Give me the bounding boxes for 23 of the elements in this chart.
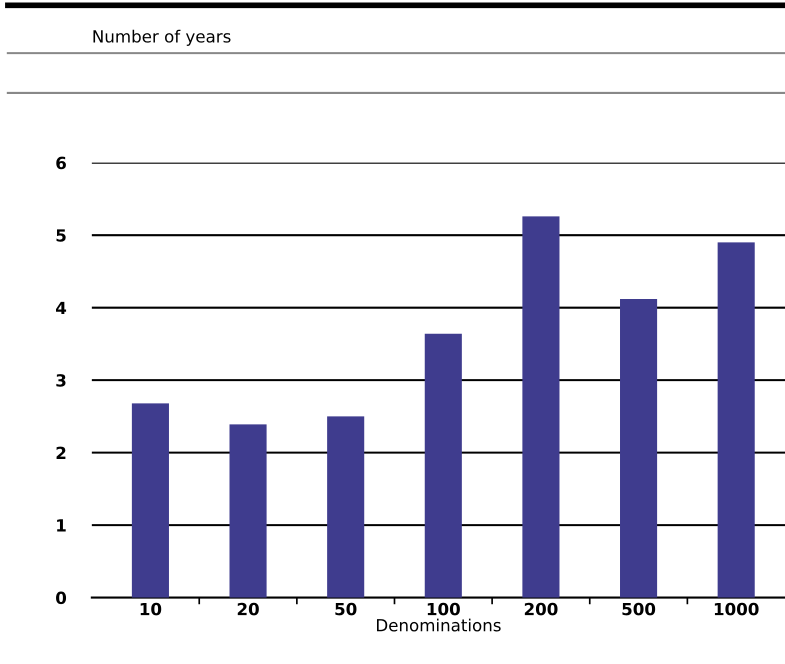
x-tick-label: 100 bbox=[428, 602, 460, 616]
text: Number of years bbox=[93, 30, 231, 46]
y-tick-label: 5 bbox=[56, 229, 66, 242]
x-tick-label: 500 bbox=[622, 602, 656, 616]
y-tick-label: 3 bbox=[56, 374, 66, 387]
x-axis-title: Denominations bbox=[377, 618, 501, 632]
x-tick-label: 50 bbox=[335, 602, 356, 616]
y-tick-label: 4 bbox=[56, 302, 66, 314]
y-tick-label: 1 bbox=[57, 519, 66, 532]
bar bbox=[230, 424, 267, 598]
bar bbox=[620, 298, 658, 598]
y-tick-label: 2 bbox=[56, 446, 66, 459]
y-tick-label: 6 bbox=[56, 156, 66, 170]
bar bbox=[327, 416, 364, 598]
x-tick-label: 1000 bbox=[714, 602, 759, 616]
y-tick-label: 0 bbox=[56, 592, 66, 604]
bar bbox=[522, 216, 560, 598]
bar bbox=[718, 242, 755, 598]
x-tick-label: 10 bbox=[140, 602, 162, 616]
bar bbox=[424, 334, 462, 598]
bar bbox=[132, 403, 169, 598]
x-tick-label: 20 bbox=[238, 602, 259, 616]
x-tick-label: 200 bbox=[524, 602, 558, 616]
